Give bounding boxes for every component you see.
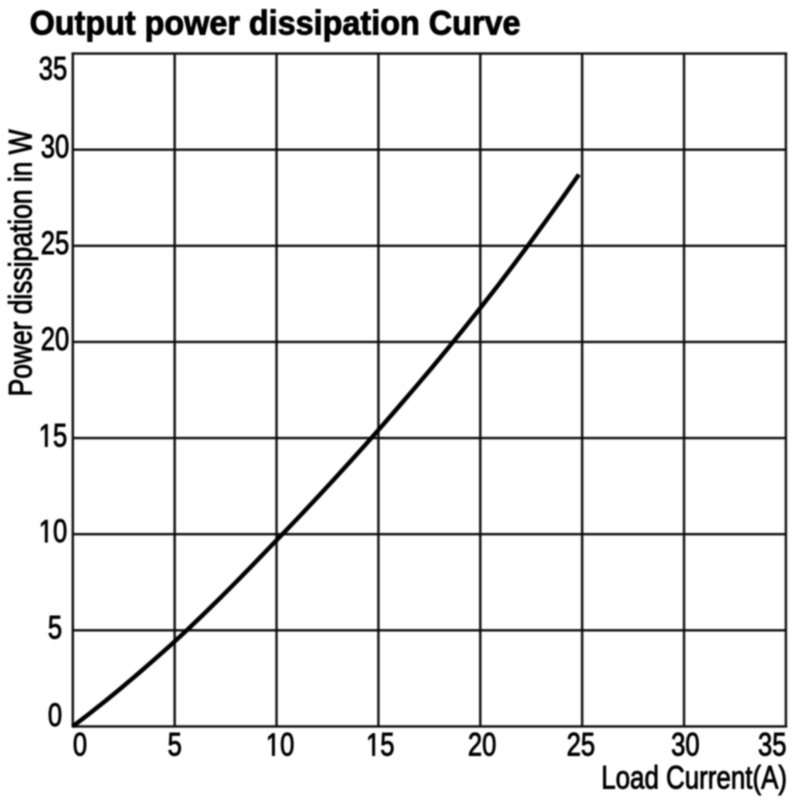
svg-text:5: 5 — [53, 419, 67, 454]
svg-text:25: 25 — [41, 226, 69, 261]
svg-text:35: 35 — [39, 52, 67, 87]
svg-text:30: 30 — [41, 130, 69, 165]
svg-text:5: 5 — [48, 611, 62, 646]
svg-text:Output power dissipation Curve: Output power dissipation Curve — [30, 5, 521, 43]
svg-text:Load Current(A): Load Current(A) — [601, 761, 787, 796]
svg-text:25: 25 — [567, 728, 595, 763]
svg-text:Power dissipation in W: Power dissipation in W — [3, 129, 39, 396]
svg-text:0: 0 — [73, 728, 87, 763]
svg-text:5: 5 — [380, 728, 394, 763]
svg-text:0: 0 — [48, 698, 62, 733]
svg-text:20: 20 — [468, 728, 496, 763]
svg-text:0: 0 — [53, 515, 67, 550]
svg-text:35: 35 — [758, 728, 786, 763]
svg-text:0: 0 — [280, 728, 294, 763]
svg-text:30: 30 — [671, 728, 699, 763]
svg-text:20: 20 — [41, 322, 69, 357]
svg-text:5: 5 — [168, 728, 182, 763]
